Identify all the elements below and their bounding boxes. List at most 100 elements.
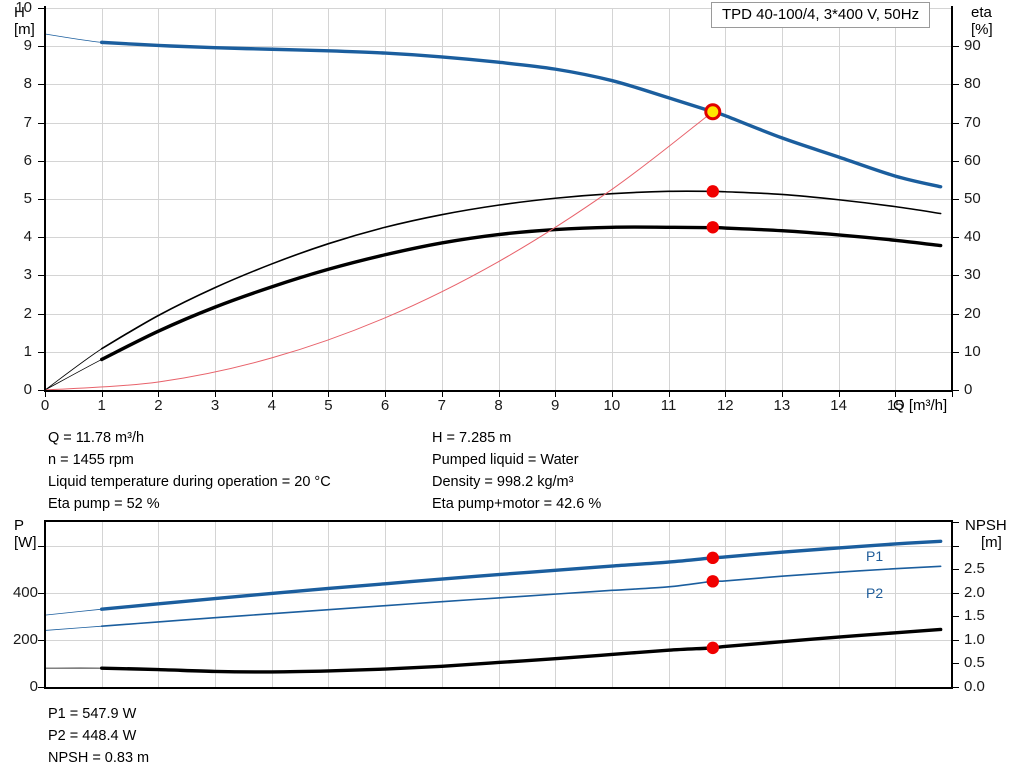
q-tick xyxy=(725,390,727,397)
h-tick-label: 10 xyxy=(15,0,32,16)
eta-axis-title: eta [%] xyxy=(971,4,993,38)
q-tick-label: 9 xyxy=(551,397,560,414)
info-eta-pump: Eta pump = 52 % xyxy=(48,496,160,512)
q-tick xyxy=(781,390,783,397)
eta-tick xyxy=(952,313,959,315)
h-tick xyxy=(38,199,45,200)
eta-tick xyxy=(952,122,959,124)
q-tick xyxy=(158,390,160,397)
q-tick-label: 15 xyxy=(886,397,904,414)
gridline-v xyxy=(498,8,500,390)
q-tick-label: 4 xyxy=(267,397,276,414)
eta-tick xyxy=(952,160,959,162)
info-p1: P1 = 547.9 W xyxy=(48,706,137,722)
q-tick-label: 8 xyxy=(494,397,503,414)
gridline-v xyxy=(611,522,613,687)
npsh-tick-label: 2.5 xyxy=(964,560,985,578)
eta-tick-label: 90 xyxy=(964,37,981,55)
q-axis-title: Q [m³/h] xyxy=(893,397,948,414)
h-tick-label: 1 xyxy=(23,342,32,360)
h-tick-label: 5 xyxy=(23,190,32,207)
q-tick-label: 11 xyxy=(660,397,677,414)
gridline-v xyxy=(101,522,103,687)
h-tick xyxy=(38,351,45,353)
gridline-v xyxy=(611,8,613,390)
gridline-v xyxy=(725,8,727,390)
eta-tick-label: 20 xyxy=(964,304,981,322)
h-tick xyxy=(38,390,45,391)
q-tick-label: 10 xyxy=(603,397,621,414)
eta-tick xyxy=(952,237,959,239)
q-tick xyxy=(441,390,443,397)
npsh-tick-label: 2.0 xyxy=(964,583,985,601)
h-tick xyxy=(38,46,45,48)
eta-tick xyxy=(952,46,959,48)
power-plot-bottom xyxy=(44,687,953,689)
power-plot-top xyxy=(44,520,953,522)
npsh-axis-title-line1: NPSH xyxy=(965,517,1007,534)
eta-tick xyxy=(952,199,959,200)
eta-tick-label: 80 xyxy=(964,75,981,93)
q-tick-label: 12 xyxy=(716,397,734,414)
gridline-v xyxy=(668,8,670,390)
head-eta-plot-area xyxy=(44,8,953,391)
p-tick-label: 400 xyxy=(12,583,38,601)
npsh-tick xyxy=(952,616,959,618)
npsh-axis-line xyxy=(951,520,953,689)
h-tick xyxy=(38,8,45,9)
info-npsh: NPSH = 0.83 m xyxy=(48,750,150,766)
q-tick xyxy=(668,390,670,397)
h-tick-label: 3 xyxy=(23,266,32,284)
q-tick-label: 2 xyxy=(154,397,163,414)
gridline-v xyxy=(271,522,273,687)
h-tick-label: 8 xyxy=(23,75,32,93)
gridline-v xyxy=(781,8,783,390)
eta-tick-label: 10 xyxy=(964,342,981,360)
npsh-tick xyxy=(952,592,959,594)
gridline-v xyxy=(725,522,727,687)
q-tick-label: 1 xyxy=(97,397,106,414)
gridline-v xyxy=(668,522,670,687)
q-tick xyxy=(895,390,897,397)
power-npsh-curves xyxy=(44,539,943,674)
q-tick xyxy=(611,390,613,397)
eta-tick-label: 40 xyxy=(964,228,981,246)
p1-curve-label: P1 xyxy=(866,548,884,564)
npsh-tick xyxy=(952,545,959,547)
q-tick xyxy=(45,390,46,397)
power-npsh-chart: P [W] NPSH [m] 0 200 400 0.0 0.5 1.0 1.5 2.0 2.5… xyxy=(0,515,1024,700)
eta-axis-title-line1: eta xyxy=(971,4,992,21)
eta-axis-title-line2: [%] xyxy=(971,21,993,38)
q-tick-label: 0 xyxy=(40,397,50,414)
q-tick-label: 3 xyxy=(210,397,220,414)
gridline-v xyxy=(895,522,897,687)
info-q: Q = 11.78 m³/h xyxy=(48,430,145,446)
q-tick xyxy=(498,390,500,397)
h-tick-label: 9 xyxy=(23,37,32,55)
h-tick-label: 6 xyxy=(23,151,32,169)
p-axis-line xyxy=(44,520,46,689)
npsh-tick xyxy=(952,639,959,641)
h-tick xyxy=(38,275,45,277)
npsh-tick-label: 0.5 xyxy=(964,654,985,672)
p-tick xyxy=(38,545,45,547)
q-tick xyxy=(328,390,330,397)
npsh-tick xyxy=(952,569,959,571)
info-eta-pump-motor: Eta pump+motor = 42.6 % xyxy=(432,496,602,512)
q-tick xyxy=(838,390,840,397)
gridline-v xyxy=(895,8,897,390)
h-tick xyxy=(38,84,45,86)
p-axis-title: P [W] xyxy=(14,517,37,551)
npsh-axis-title-line2: [m] xyxy=(981,534,1002,551)
p-tick-label: 0 xyxy=(29,678,38,695)
h-tick xyxy=(38,313,45,315)
h-axis-title: H [m] xyxy=(14,4,35,38)
q-tick-label: 5 xyxy=(324,397,333,414)
info-n: n = 1455 rpm xyxy=(48,452,134,468)
h-tick xyxy=(38,237,45,239)
npsh-tick-label: 1.5 xyxy=(964,607,985,625)
gridline-v xyxy=(215,8,217,390)
info-p2: P2 = 448.4 W xyxy=(48,728,137,744)
npsh-axis-title: NPSH [m] xyxy=(965,517,1007,551)
